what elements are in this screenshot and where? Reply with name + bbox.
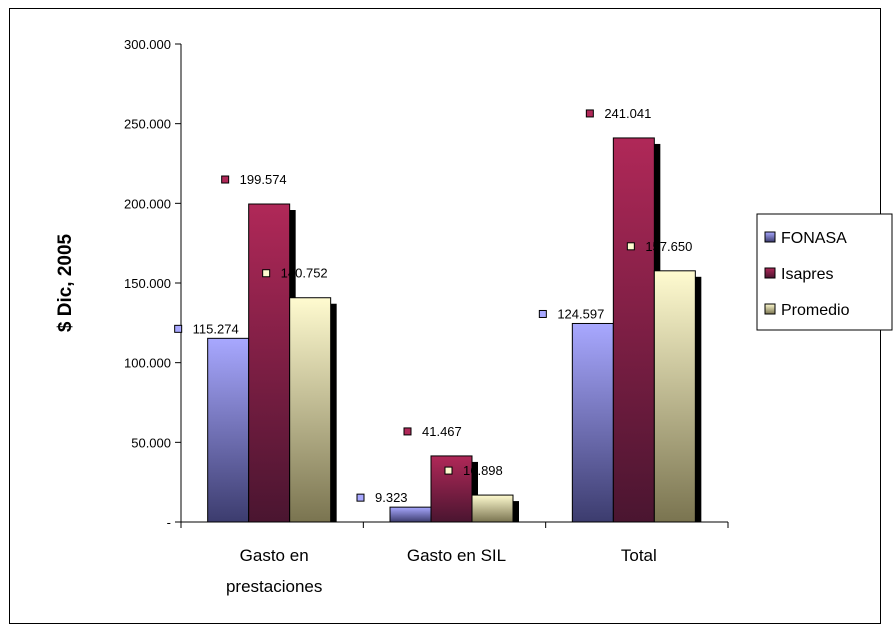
y-tick-label: 300.000	[124, 37, 171, 52]
data-label: 16.898	[463, 463, 503, 478]
legend-swatch-promedio	[764, 303, 776, 315]
y-tick-label: 250.000	[124, 117, 171, 132]
legend-label-promedio: Promedio	[781, 302, 850, 319]
data-label-marker	[403, 427, 412, 436]
data-label-marker	[444, 466, 453, 475]
bar-promedio-2	[653, 270, 696, 523]
bar-isapres-2	[612, 137, 655, 523]
y-tick-label: 200.000	[124, 196, 171, 211]
data-label-marker	[626, 242, 635, 251]
legend-swatch-isapres	[764, 267, 776, 279]
x-tick-label: prestaciones	[226, 577, 322, 596]
data-label-marker	[356, 493, 365, 502]
y-tick-label: 100.000	[124, 356, 171, 371]
data-label-marker	[221, 175, 230, 184]
legend-label-fonasa: FONASA	[781, 230, 847, 247]
bar-fonasa-0	[207, 337, 250, 523]
y-tick-label: 50.000	[131, 435, 171, 450]
data-label: 41.467	[422, 424, 462, 439]
data-label: 115.274	[193, 321, 239, 336]
data-label-marker	[585, 109, 594, 118]
bar-promedio-0	[289, 297, 332, 523]
bar-fonasa-1	[389, 506, 432, 523]
data-label-marker	[538, 309, 547, 318]
data-label-marker	[262, 269, 271, 278]
data-label: 157.650	[645, 239, 692, 254]
legend-swatch-fonasa	[764, 231, 776, 243]
data-label: 140.752	[281, 266, 328, 281]
data-label: 124.597	[557, 306, 604, 321]
bar-fonasa-2	[571, 322, 614, 523]
x-tick-label: Gasto en	[240, 546, 309, 565]
data-label: 9.323	[375, 490, 408, 505]
y-axis-label: $ Dic, 2005	[55, 233, 76, 332]
legend	[756, 213, 893, 331]
bar-isapres-0	[248, 203, 291, 523]
data-label-marker	[174, 324, 183, 333]
data-label: 241.041	[604, 106, 651, 121]
legend-label-isapres: Isapres	[781, 266, 833, 283]
x-tick-label: Total	[621, 546, 657, 565]
data-label: 199.574	[240, 172, 287, 187]
y-tick-label: 150.000	[124, 276, 171, 291]
bar-promedio-1	[471, 494, 514, 523]
x-tick-label: Gasto en SIL	[407, 546, 506, 565]
y-tick-label: -	[167, 515, 171, 530]
